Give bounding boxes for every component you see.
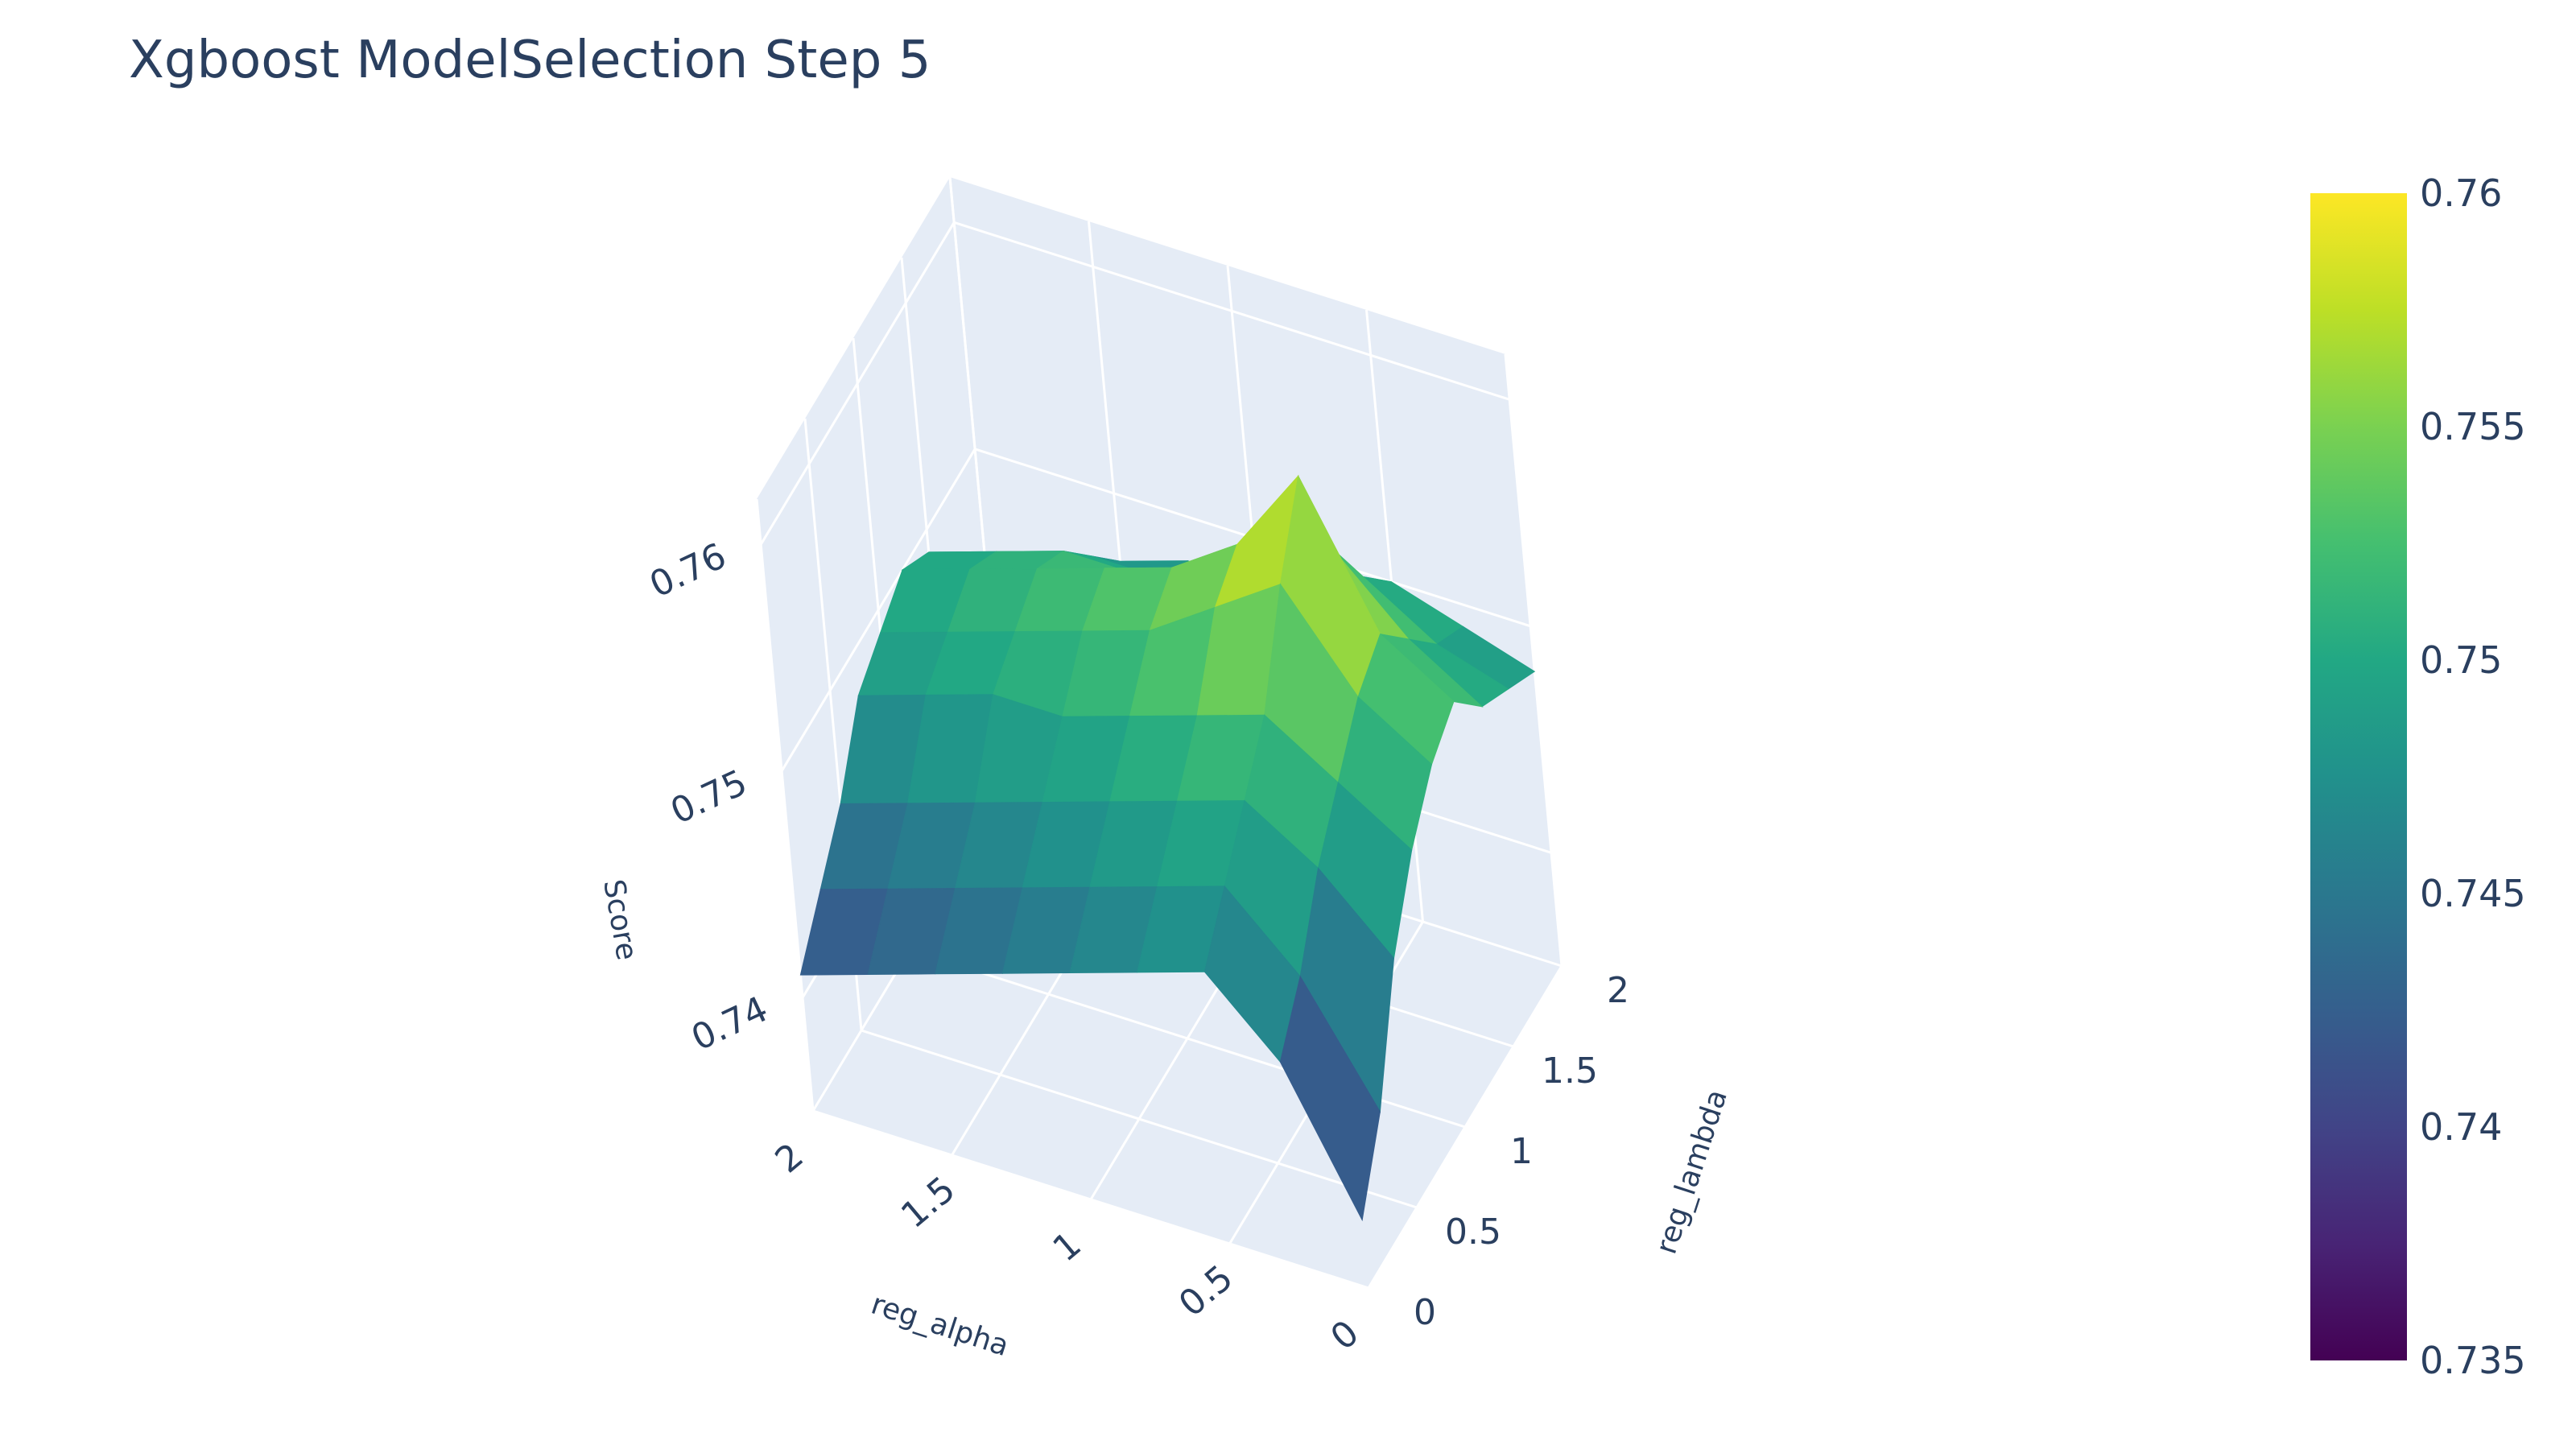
- colorbar-tick-label: 0.74: [2420, 1105, 2502, 1149]
- surface-mesh: [799, 474, 1536, 1222]
- colorbar: [2310, 193, 2407, 1360]
- z-axis-title: Score: [597, 877, 643, 962]
- y-tick-label: 0.5: [1445, 1212, 1501, 1253]
- colorbar-tick-label: 0.75: [2420, 638, 2502, 682]
- x-axis-title: reg_alpha: [867, 1288, 1013, 1364]
- colorbar-tick-label: 0.755: [2420, 405, 2526, 448]
- z-tick-label: 0.76: [643, 535, 732, 606]
- y-tick-label: 1.5: [1542, 1051, 1598, 1092]
- score-gridline: [759, 221, 1510, 546]
- chart-title: Xgboost ModelSelection Step 5: [129, 31, 931, 90]
- y-axis-title: reg_lambda: [1650, 1086, 1734, 1258]
- y-tick-label: 1: [1510, 1131, 1533, 1172]
- x-tick-label: 0.5: [1171, 1257, 1241, 1325]
- z-tick-label: 0.75: [664, 762, 753, 833]
- z-tick-label: 0.74: [685, 989, 774, 1059]
- colorbar-tick-label: 0.735: [2420, 1339, 2526, 1382]
- surface-cell: [1279, 975, 1381, 1222]
- y-tick-label: 2: [1607, 970, 1629, 1011]
- x-tick-label: 2: [768, 1135, 811, 1181]
- colorbar-ticks: 0.76 0.755 0.75 0.745 0.74 0.735: [2420, 171, 2526, 1382]
- colorbar-tick-label: 0.745: [2420, 872, 2526, 915]
- x-tick-label: 1.5: [894, 1169, 963, 1236]
- x-tick-label: 0: [1323, 1312, 1367, 1358]
- lambda-gridline: [755, 498, 1369, 1290]
- lambda-gridline: [803, 418, 1418, 1209]
- x-tick-label: 1: [1046, 1224, 1089, 1269]
- y-tick-label: 0: [1414, 1292, 1436, 1333]
- colorbar-tick-label: 0.76: [2420, 171, 2502, 215]
